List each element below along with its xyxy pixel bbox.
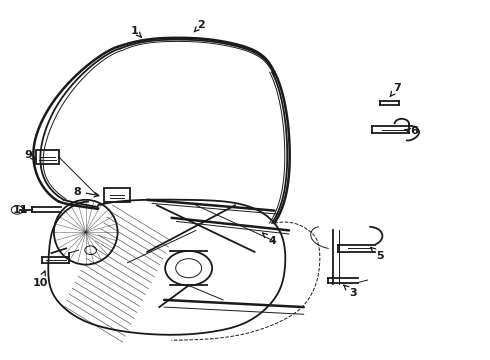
Text: 6: 6 (405, 126, 418, 136)
Text: 1: 1 (131, 26, 142, 37)
Text: 11: 11 (13, 204, 28, 215)
Text: 8: 8 (73, 186, 99, 197)
Text: 10: 10 (32, 271, 48, 288)
Text: 9: 9 (24, 150, 36, 160)
Text: 4: 4 (263, 233, 276, 246)
Text: 3: 3 (344, 285, 357, 298)
Text: 7: 7 (390, 83, 401, 96)
Text: 2: 2 (194, 20, 205, 32)
Text: 5: 5 (371, 247, 384, 261)
